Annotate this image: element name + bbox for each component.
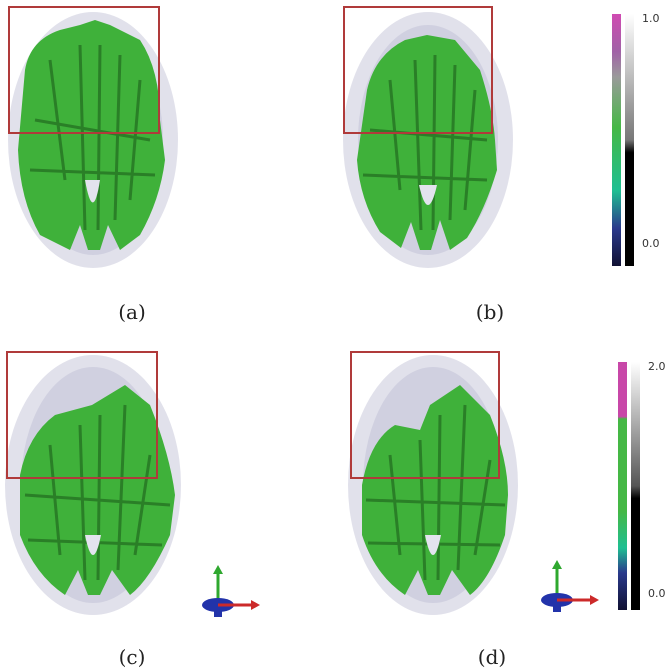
brain-render-b <box>343 12 513 268</box>
colorbar-bottom <box>618 362 642 610</box>
colorbar-top <box>612 14 636 266</box>
roi-box-d <box>350 351 500 479</box>
roi-box-a <box>8 6 160 134</box>
axes-gizmo-icon-d <box>535 560 599 620</box>
brain-render-c <box>5 355 181 615</box>
panel-c <box>0 345 190 625</box>
colorbar-top-max: 1.0 <box>642 12 660 25</box>
colorbar-top-min: 0.0 <box>642 237 660 250</box>
caption-b: (b) <box>475 300 505 324</box>
panel-b <box>335 0 525 280</box>
axes-gizmo-d-svg <box>541 560 599 612</box>
brain-render-d <box>348 355 518 615</box>
axes-gizmo-icon <box>196 565 260 625</box>
roi-box-c <box>6 351 158 479</box>
caption-c: (c) <box>118 645 146 669</box>
roi-box-b <box>343 6 493 134</box>
colorbar-bottom-min: 0.0 <box>648 587 666 600</box>
colorbar-bottom-gradient <box>618 362 640 610</box>
panel-d <box>340 345 530 625</box>
colorbar-top-gradient <box>612 14 634 266</box>
axes-gizmo-c-svg <box>202 565 260 617</box>
caption-d: (d) <box>477 645 507 669</box>
brain-render-a <box>8 12 178 268</box>
colorbar-bottom-max: 2.0 <box>648 360 666 373</box>
caption-a: (a) <box>118 300 146 324</box>
panel-a <box>0 0 190 280</box>
